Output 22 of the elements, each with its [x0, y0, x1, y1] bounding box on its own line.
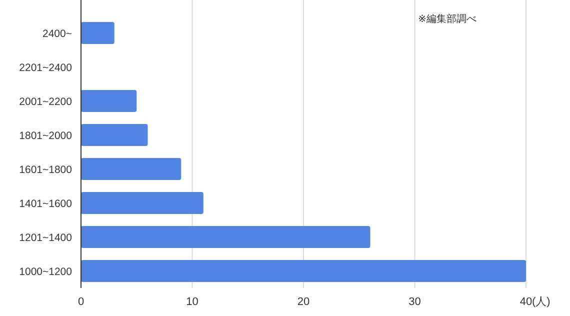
bar	[81, 226, 370, 248]
y-tick-label: 1201~1400	[19, 232, 72, 244]
x-tick-label: 0	[78, 296, 84, 308]
y-tick-label: 1801~2000	[19, 130, 72, 142]
y-tick-label: 2001~2200	[19, 96, 72, 108]
x-tick-label: 40	[520, 296, 532, 308]
x-tick-label: 20	[297, 296, 310, 308]
bar	[81, 158, 182, 180]
bar	[81, 260, 526, 282]
x-axis-title: (人)	[532, 296, 550, 308]
bar	[81, 90, 137, 112]
y-tick-label: 2400~	[42, 28, 72, 40]
annotation: ※編集部調べ	[418, 13, 476, 25]
y-tick-label: 1000~1200	[19, 266, 72, 278]
y-tick-label: 1401~1600	[19, 198, 72, 210]
x-tick-label: 30	[408, 296, 421, 308]
bar	[81, 192, 204, 214]
y-tick-label: 2201~2400	[19, 62, 72, 74]
bar	[81, 124, 148, 146]
bar	[81, 22, 114, 44]
x-tick-label: 10	[186, 296, 198, 308]
y-tick-label: 1601~1800	[19, 164, 72, 176]
